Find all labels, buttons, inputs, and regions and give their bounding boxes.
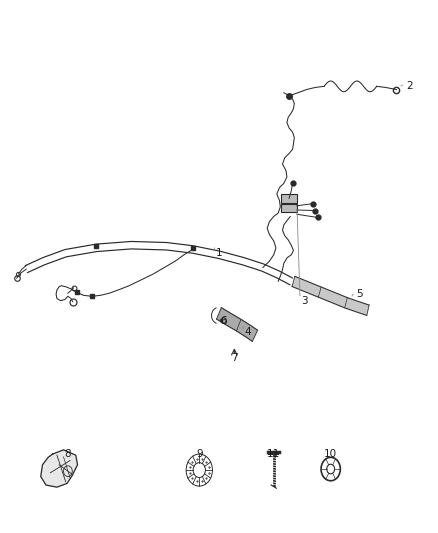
Text: 5: 5 (356, 289, 363, 299)
Text: 2: 2 (406, 82, 413, 91)
Text: 4: 4 (244, 327, 251, 336)
Text: 8: 8 (64, 449, 71, 459)
Polygon shape (217, 308, 258, 341)
FancyBboxPatch shape (281, 194, 297, 203)
Polygon shape (41, 450, 78, 487)
Text: 1: 1 (215, 248, 223, 258)
Text: 7: 7 (231, 353, 238, 363)
Text: 3: 3 (301, 296, 308, 306)
Text: 6: 6 (220, 316, 227, 326)
Text: 11: 11 (267, 449, 280, 459)
Text: 9: 9 (196, 449, 203, 459)
Text: 10: 10 (324, 449, 337, 459)
FancyBboxPatch shape (281, 204, 297, 212)
Polygon shape (292, 277, 369, 316)
